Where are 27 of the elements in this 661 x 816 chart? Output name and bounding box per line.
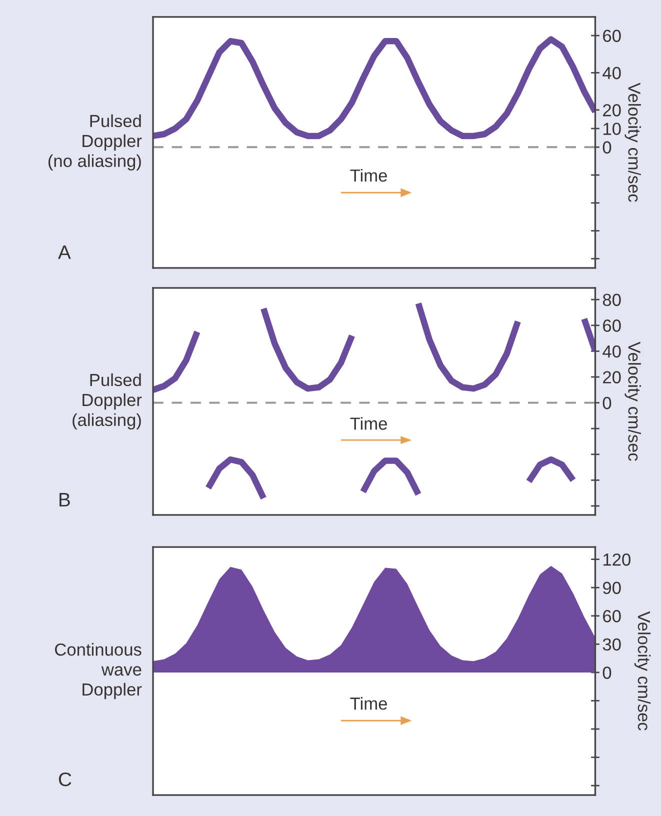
y-tick-label: 80 [602,294,621,306]
text: B [60,493,70,506]
y-tick-label: 20 [603,104,621,116]
y-tick-label: 60 [603,30,621,42]
y-tick-label: 0 [602,396,612,410]
text: A [58,246,71,259]
y-tick-label: 0 [602,666,612,679]
x-axis-title: Time [350,697,387,710]
y-tick-label: 120 [604,553,630,566]
y-tick-label: 60 [603,610,621,622]
y-tick-label: 40 [602,66,621,80]
y-axis-title: Velocity cm/sec [634,611,651,730]
y-tick-label: 90 [602,582,621,594]
y-tick-label: 30 [602,638,621,651]
y-tick-label: 10 [604,122,621,135]
y-tick-label: 60 [603,320,621,332]
y-tick-label: 20 [603,371,621,384]
text: Pulsed Doppler (aliasing) [72,373,142,430]
y-tick-label: 0 [602,141,612,154]
x-axis-title: Time [350,417,387,430]
text: Pulsed Doppler (no aliasing) [48,114,142,171]
y-tick-label: 40 [602,345,621,358]
text: Continuous wave Doppler [55,642,142,700]
y-axis-title: Velocity cm/sec [624,82,641,202]
x-axis-title: Time [350,168,387,182]
y-axis-title: Velocity cm/sec [624,342,641,461]
text: C [58,772,72,786]
